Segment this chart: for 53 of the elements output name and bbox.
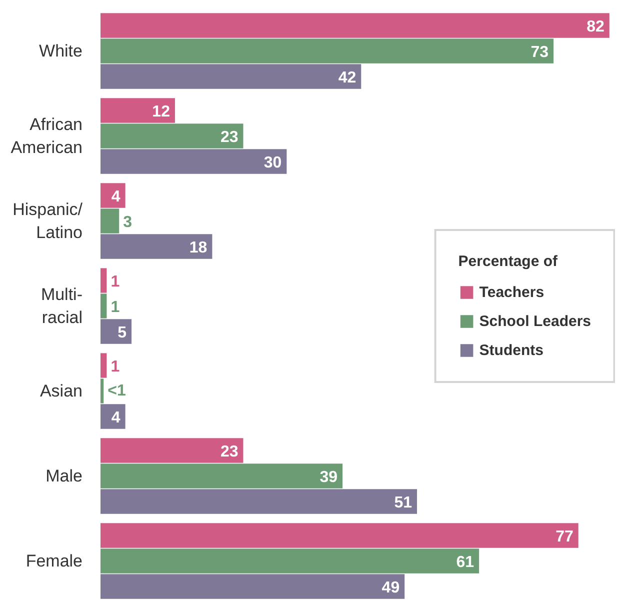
bar — [100, 149, 287, 174]
data-label: 23 — [220, 444, 238, 460]
data-label: 82 — [586, 18, 604, 36]
y-tick-label: Hispanic/ Latino — [12, 200, 83, 242]
data-label: 1 — [110, 358, 120, 376]
y-tick-label: Female — [26, 552, 82, 570]
legend-label: School Leaders — [479, 312, 591, 330]
bar — [100, 208, 120, 234]
data-label: 3 — [123, 214, 132, 231]
bar — [100, 38, 554, 64]
bar — [100, 464, 343, 488]
bar — [100, 234, 212, 259]
data-label: 61 — [456, 554, 474, 571]
bar — [100, 574, 405, 599]
bar — [100, 268, 107, 293]
bar — [100, 98, 175, 123]
bar — [100, 13, 610, 38]
bar — [100, 438, 244, 463]
bar — [100, 378, 104, 404]
data-label: <1 — [108, 382, 126, 400]
y-tick-label: White — [39, 42, 83, 60]
data-label: 4 — [111, 188, 120, 206]
legend-title: Percentage of — [458, 252, 558, 270]
data-label: 1 — [110, 274, 120, 290]
data-label: 30 — [264, 154, 282, 172]
data-label: 39 — [320, 469, 338, 486]
bar — [100, 489, 418, 514]
bar — [100, 319, 132, 344]
bar — [100, 353, 107, 378]
y-tick-label: Male — [46, 466, 83, 486]
data-label: 4 — [111, 410, 120, 426]
bar — [100, 404, 126, 429]
bar — [100, 183, 126, 208]
y-tick-label: African American — [10, 115, 83, 157]
bar — [100, 64, 362, 89]
legend-label: Teachers — [479, 284, 544, 300]
data-label: 49 — [382, 580, 400, 596]
data-label: 18 — [189, 240, 208, 256]
bar — [100, 523, 578, 548]
data-label: 42 — [338, 70, 356, 86]
bar — [100, 124, 244, 148]
y-tick-label: Asian — [40, 382, 83, 400]
data-label: 12 — [152, 104, 170, 120]
data-label: 1 — [110, 299, 120, 316]
bar — [100, 548, 480, 574]
legend-label: Students — [479, 342, 544, 358]
y-tick-label: Multi- racial — [40, 285, 83, 327]
data-label: 73 — [530, 44, 549, 61]
data-label: 51 — [394, 494, 412, 512]
bar — [100, 294, 107, 318]
data-label: 23 — [220, 129, 238, 146]
data-label: 5 — [118, 324, 127, 342]
data-label: 77 — [556, 528, 574, 546]
